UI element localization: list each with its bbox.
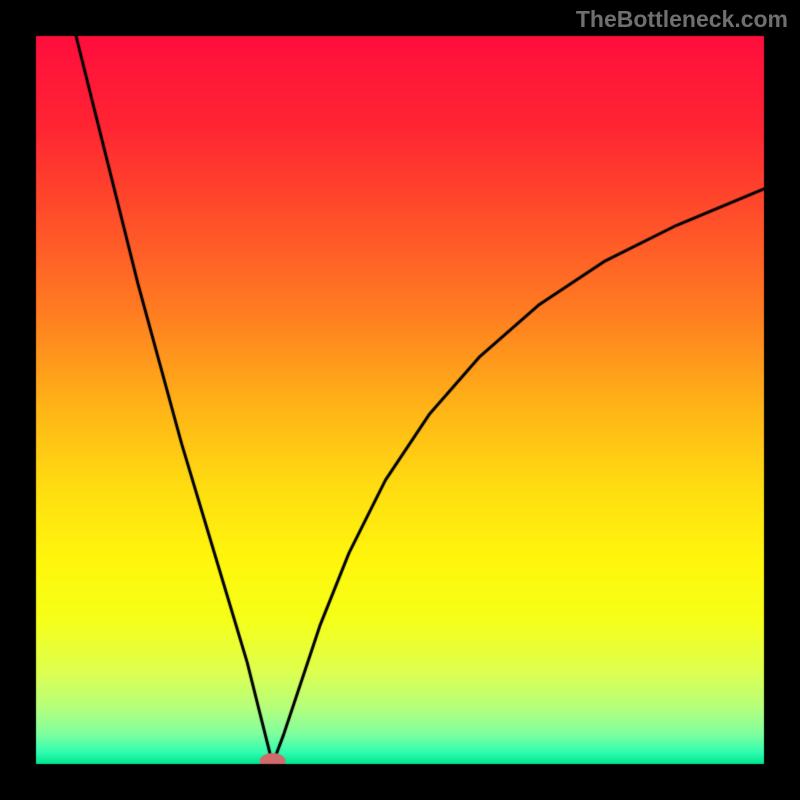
watermark-text: TheBottleneck.com [576,6,788,33]
bottleneck-chart [0,0,800,800]
